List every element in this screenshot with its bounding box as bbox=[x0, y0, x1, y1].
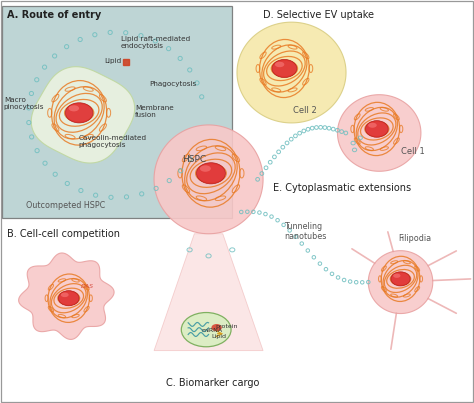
Ellipse shape bbox=[65, 103, 93, 123]
Ellipse shape bbox=[69, 105, 79, 111]
Text: Lipid: Lipid bbox=[211, 334, 226, 339]
Text: Outcompeted HSPC: Outcompeted HSPC bbox=[26, 202, 105, 210]
Ellipse shape bbox=[365, 120, 388, 137]
Text: Filipodia: Filipodia bbox=[398, 234, 431, 243]
Text: Membrane
fusion: Membrane fusion bbox=[135, 105, 174, 118]
Text: DAS: DAS bbox=[81, 284, 94, 289]
Ellipse shape bbox=[200, 165, 211, 172]
Text: D. Selective EV uptake: D. Selective EV uptake bbox=[263, 10, 374, 20]
Polygon shape bbox=[154, 234, 263, 351]
Polygon shape bbox=[237, 22, 346, 123]
Text: B. Cell-cell competition: B. Cell-cell competition bbox=[7, 229, 120, 239]
Text: Macro
pinocytosis: Macro pinocytosis bbox=[4, 97, 44, 110]
Text: Cell 1: Cell 1 bbox=[401, 147, 424, 156]
Text: Lipid raft-mediated
endocytosis: Lipid raft-mediated endocytosis bbox=[121, 36, 190, 49]
Text: A. Route of entry: A. Route of entry bbox=[7, 10, 101, 20]
Text: Cell 2: Cell 2 bbox=[293, 106, 317, 114]
Text: Tunneling
nanotubes: Tunneling nanotubes bbox=[284, 222, 327, 241]
Polygon shape bbox=[337, 95, 421, 171]
Polygon shape bbox=[154, 125, 263, 234]
Polygon shape bbox=[31, 67, 135, 163]
Ellipse shape bbox=[181, 313, 231, 347]
Text: Phagocytosis: Phagocytosis bbox=[149, 81, 197, 87]
Ellipse shape bbox=[197, 163, 225, 184]
Ellipse shape bbox=[393, 274, 401, 278]
Text: E. Cytoplasmatic extensions: E. Cytoplasmatic extensions bbox=[273, 183, 410, 193]
Text: Caveolin-mediated
phagocytosis: Caveolin-mediated phagocytosis bbox=[78, 135, 146, 148]
Text: HSPC: HSPC bbox=[182, 155, 207, 164]
Polygon shape bbox=[368, 251, 433, 314]
Polygon shape bbox=[18, 253, 114, 339]
Text: C. Biomarker cargo: C. Biomarker cargo bbox=[166, 378, 259, 388]
Ellipse shape bbox=[211, 324, 222, 331]
Text: Lipid: Lipid bbox=[104, 58, 121, 64]
Ellipse shape bbox=[61, 293, 69, 297]
Ellipse shape bbox=[391, 272, 410, 286]
Ellipse shape bbox=[58, 291, 79, 306]
Ellipse shape bbox=[272, 59, 297, 77]
Ellipse shape bbox=[368, 123, 377, 128]
FancyBboxPatch shape bbox=[2, 6, 232, 218]
Ellipse shape bbox=[275, 62, 284, 67]
Text: protein: protein bbox=[216, 324, 238, 329]
Text: miRNA: miRNA bbox=[201, 328, 223, 333]
